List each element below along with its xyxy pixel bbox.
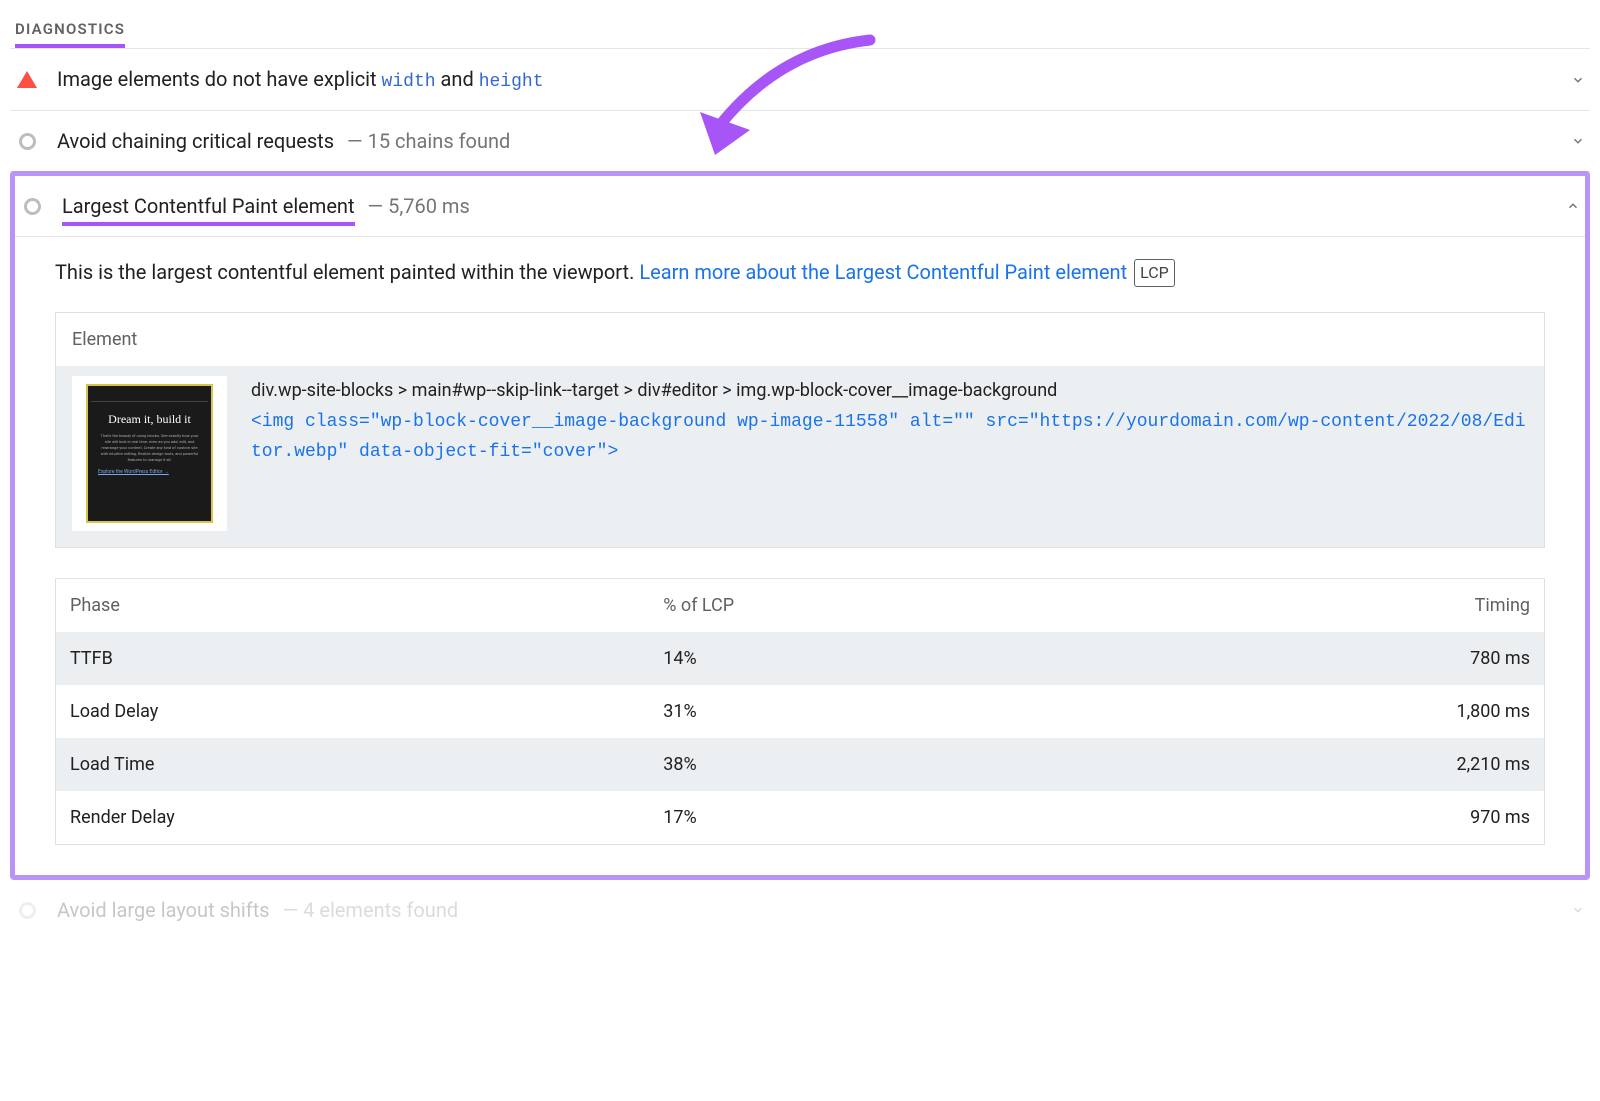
phase-cell: Load Delay xyxy=(56,685,650,738)
table-row: TTFB14%780 ms xyxy=(56,632,1545,685)
phase-table: Phase % of LCP Timing TTFB14%780 msLoad … xyxy=(55,578,1545,845)
audit-item-image-dimensions[interactable]: Image elements do not have explicit widt… xyxy=(10,49,1590,111)
highlighted-audit-lcp: Largest Contentful Paint element — 5,760… xyxy=(10,171,1590,880)
audit-title: Image elements do not have explicit widt… xyxy=(57,67,544,92)
phase-cell: Load Time xyxy=(56,738,650,791)
element-dom-path: div.wp-site-blocks > main#wp--skip-link-… xyxy=(251,376,1528,407)
timing-col-header: Timing xyxy=(1090,579,1545,633)
element-thumbnail: Dream it, build it That's the beauty of … xyxy=(72,376,227,531)
lcp-badge: LCP xyxy=(1134,259,1175,287)
timing-cell: 780 ms xyxy=(1090,632,1545,685)
audit-item-lcp-element[interactable]: Largest Contentful Paint element — 5,760… xyxy=(15,176,1585,237)
pct-cell: 14% xyxy=(649,632,1089,685)
audit-item-chaining-requests[interactable]: Avoid chaining critical requests — 15 ch… xyxy=(10,111,1590,172)
audit-title: Largest Contentful Paint element xyxy=(62,194,355,218)
table-row: Render Delay17%970 ms xyxy=(56,791,1545,845)
learn-more-link[interactable]: Learn more about the Largest Contentful … xyxy=(639,260,1127,284)
chevron-down-icon xyxy=(1571,134,1585,148)
audit-title: Avoid large layout shifts xyxy=(57,898,270,922)
element-card: Element Dream it, build it That's the be… xyxy=(55,312,1545,548)
timing-cell: 2,210 ms xyxy=(1090,738,1545,791)
phase-cell: Render Delay xyxy=(56,791,650,845)
pct-col-header: % of LCP xyxy=(649,579,1089,633)
audit-title: Avoid chaining critical requests xyxy=(57,129,334,153)
element-card-header: Element xyxy=(56,313,1544,366)
audit-body: This is the largest contentful element p… xyxy=(15,237,1585,875)
pct-cell: 38% xyxy=(649,738,1089,791)
circle-gray-icon xyxy=(15,133,39,150)
chevron-down-icon xyxy=(1571,73,1585,87)
diagnostics-header: DIAGNOSTICS xyxy=(15,10,125,48)
table-row: Load Delay31%1,800 ms xyxy=(56,685,1545,738)
chevron-up-icon xyxy=(1566,199,1580,213)
chevron-down-icon xyxy=(1571,903,1585,917)
audit-description: This is the largest contentful element p… xyxy=(55,257,1545,287)
audit-meta: — 5,760 ms xyxy=(363,194,470,218)
phase-cell: TTFB xyxy=(56,632,650,685)
element-code-snippet: <img class="wp-block-cover__image-backgr… xyxy=(251,407,1528,468)
pct-cell: 17% xyxy=(649,791,1089,845)
table-row: Load Time38%2,210 ms xyxy=(56,738,1545,791)
circle-gray-icon xyxy=(20,198,44,215)
timing-cell: 970 ms xyxy=(1090,791,1545,845)
audit-item-layout-shifts[interactable]: Avoid large layout shifts — 4 elements f… xyxy=(10,880,1590,940)
phase-col-header: Phase xyxy=(56,579,650,633)
timing-cell: 1,800 ms xyxy=(1090,685,1545,738)
pct-cell: 31% xyxy=(649,685,1089,738)
circle-gray-icon xyxy=(15,902,39,919)
audit-meta: — 4 elements found xyxy=(278,898,459,922)
audit-meta: — 15 chains found xyxy=(342,129,510,153)
triangle-red-icon xyxy=(15,71,39,88)
